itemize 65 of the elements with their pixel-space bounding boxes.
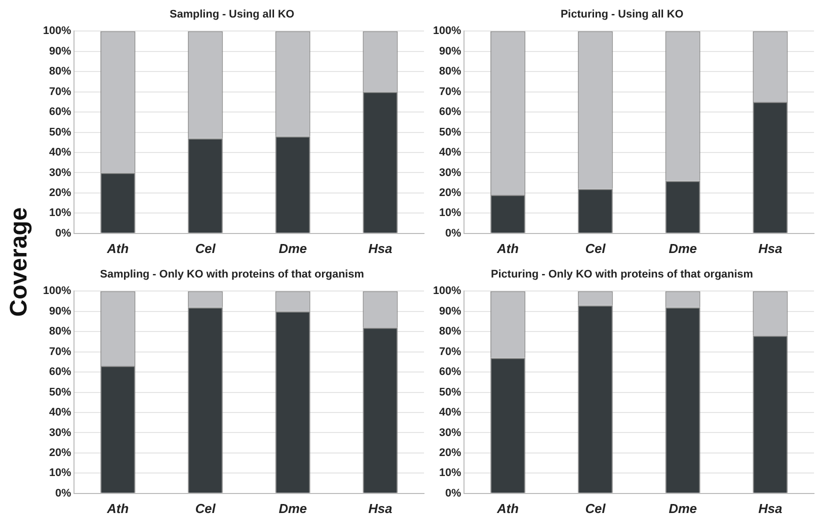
y-tick-label: 50% [439, 126, 462, 138]
y-tick-label: 90% [439, 305, 462, 318]
y-tick-label: 40% [439, 406, 462, 419]
x-tick-label: Ath [496, 240, 519, 256]
x-tick-label: Hsa [368, 240, 392, 256]
chart-title: Sampling - Only KO with proteins of that organism [100, 268, 364, 281]
x-tick-label: Hsa [758, 500, 782, 516]
x-tick-label: Cel [585, 240, 606, 256]
x-tick-label: Dme [278, 240, 307, 256]
y-tick-label: 70% [49, 346, 72, 358]
y-tick-label: 40% [49, 406, 72, 419]
chart-title: Picturing - Only KO with proteins of that organism [490, 268, 754, 281]
x-tick-label: Cel [195, 500, 216, 516]
y-tick-label: 0% [55, 227, 72, 240]
x-tick-label: Dme [278, 500, 307, 516]
y-tick-label: 30% [439, 426, 462, 439]
y-tick-label: 70% [439, 346, 462, 358]
y-tick-label: 90% [49, 305, 72, 318]
y-tick-label: 80% [439, 326, 462, 338]
y-tick-label: 10% [439, 467, 462, 480]
x-tick-label: Cel [195, 240, 216, 256]
y-tick-label: 80% [439, 66, 462, 78]
x-tick-label: Ath [106, 240, 129, 256]
y-tick-label: 0% [55, 487, 72, 500]
y-tick-label: 70% [439, 86, 462, 98]
x-tick-label: Dme [668, 240, 697, 256]
y-tick-label: 90% [49, 45, 72, 58]
y-tick-label: 60% [49, 366, 72, 378]
y-tick-label: 30% [439, 166, 462, 179]
x-tick-label: Ath [496, 500, 519, 516]
y-axis-title: Coverage [6, 206, 34, 316]
y-tick-label: 80% [49, 326, 72, 338]
y-tick-label: 70% [49, 86, 72, 98]
y-tick-label: 40% [439, 146, 462, 159]
y-tick-label: 20% [439, 186, 462, 199]
y-tick-label: 20% [49, 446, 72, 459]
y-tick-label: 60% [439, 366, 462, 378]
y-tick-label: 40% [49, 146, 72, 159]
y-tick-label: 60% [49, 106, 72, 118]
y-tick-label: 30% [49, 426, 72, 439]
y-tick-label: 100% [432, 285, 462, 298]
y-tick-label: 90% [439, 45, 462, 58]
y-tick-label: 30% [49, 166, 72, 179]
y-tick-label: 10% [49, 467, 72, 480]
x-tick-label: Ath [106, 500, 129, 516]
y-tick-label: 0% [445, 487, 462, 500]
y-tick-label: 20% [49, 186, 72, 199]
y-tick-label: 100% [432, 25, 462, 38]
x-tick-label: Cel [585, 500, 606, 516]
x-tick-label: Hsa [368, 500, 392, 516]
y-tick-label: 20% [439, 446, 462, 459]
y-tick-label: 10% [439, 207, 462, 220]
y-tick-label: 100% [42, 25, 72, 38]
y-tick-label: 0% [445, 227, 462, 240]
y-tick-label: 100% [42, 285, 72, 298]
y-tick-label: 50% [49, 126, 72, 138]
chart-title: Sampling - Using all KO [170, 8, 295, 21]
y-tick-label: 10% [49, 207, 72, 220]
x-tick-label: Dme [668, 500, 697, 516]
x-tick-label: Hsa [758, 240, 782, 256]
y-tick-label: 60% [439, 106, 462, 118]
y-tick-label: 50% [439, 386, 462, 398]
chart-title: Picturing - Using all KO [560, 8, 684, 21]
y-tick-label: 50% [49, 386, 72, 398]
y-tick-label: 80% [49, 66, 72, 78]
